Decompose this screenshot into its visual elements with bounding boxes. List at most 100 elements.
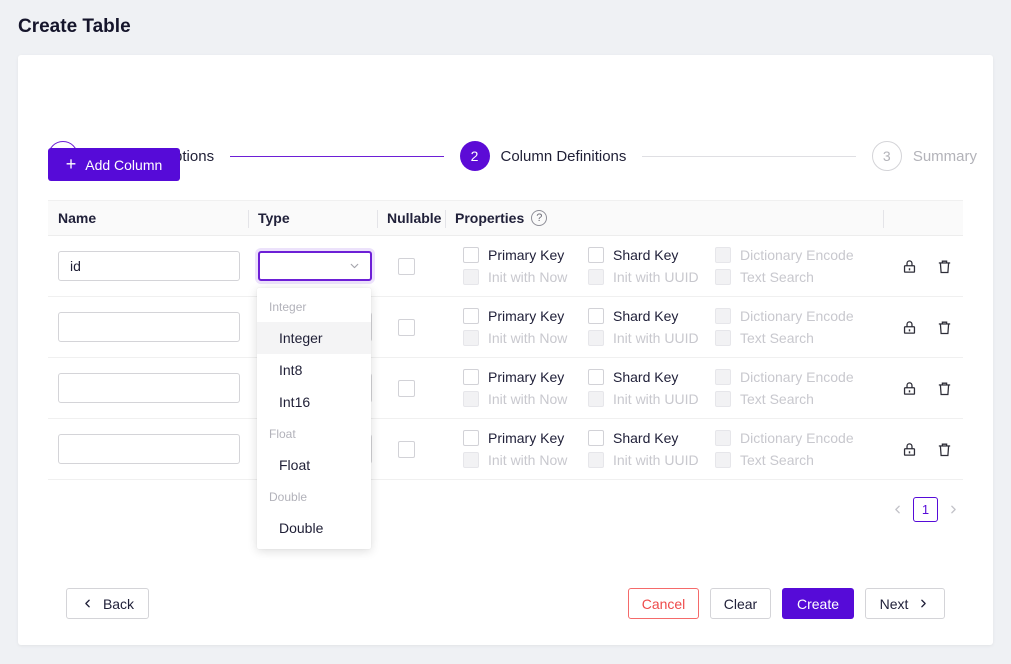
dropdown-option-int16[interactable]: Int16 (279, 394, 311, 410)
column-name-input[interactable] (58, 373, 240, 403)
prop-text-search: Text Search (715, 269, 875, 285)
wizard-stepper: Name and Options 2 Column Definitions 3 … (48, 141, 977, 171)
prop-primary-key[interactable]: Primary Key (463, 247, 588, 263)
column-name-input[interactable] (58, 251, 240, 281)
dropdown-group-label: Float (269, 426, 296, 441)
table-row: Primary Key Init with Now Shard Key Init… (48, 419, 963, 480)
lock-button[interactable] (901, 441, 918, 458)
properties-cell: Primary Key Init with Now Shard Key Init… (445, 308, 883, 346)
prop-init-with-uuid: Init with UUID (588, 330, 715, 346)
lock-icon (903, 320, 916, 334)
header-actions (883, 201, 963, 235)
lock-button[interactable] (901, 319, 918, 336)
nullable-checkbox[interactable] (398, 440, 415, 458)
step-column-definitions[interactable]: 2 Column Definitions (459, 141, 626, 171)
lock-button[interactable] (901, 258, 918, 275)
table-row: Primary Key Init with Now Shard Key Init… (48, 236, 963, 297)
init-with-now-checkbox (463, 391, 479, 407)
add-column-button[interactable]: + Add Column (48, 148, 180, 181)
prop-shard-key[interactable]: Shard Key (588, 308, 715, 324)
next-page-button[interactable] (947, 503, 960, 516)
prop-shard-key[interactable]: Shard Key (588, 369, 715, 385)
shard-key-checkbox[interactable] (588, 369, 604, 385)
table-header-row: Name Type Nullable Properties ? (48, 200, 963, 236)
nullable-checkbox[interactable] (398, 257, 415, 275)
init-with-now-checkbox (463, 330, 479, 346)
chevron-right-icon (951, 505, 956, 514)
dropdown-group-label: Integer (269, 299, 307, 314)
dictionary-encode-checkbox (715, 369, 731, 385)
properties-cell: Primary Key Init with Now Shard Key Init… (445, 247, 883, 285)
header-name: Name (58, 210, 97, 226)
dropdown-option-int8[interactable]: Int8 (279, 362, 303, 378)
step-label: Summary (912, 147, 977, 165)
delete-button[interactable] (936, 319, 953, 336)
prop-dictionary-encode: Dictionary Encode (715, 430, 875, 446)
type-dropdown-menu: Integer Integer Int8 Int16 Float Float D… (257, 288, 371, 549)
prop-shard-key[interactable]: Shard Key (588, 247, 715, 263)
add-column-label: Add Column (85, 156, 163, 173)
create-button[interactable]: Create (782, 588, 854, 619)
prop-init-with-now: Init with Now (463, 330, 588, 346)
dictionary-encode-checkbox (715, 247, 731, 263)
header-type: Type (248, 201, 377, 235)
prop-primary-key[interactable]: Primary Key (463, 369, 588, 385)
chevron-left-icon (85, 599, 90, 608)
trash-icon (938, 382, 951, 395)
prop-init-with-uuid: Init with UUID (588, 391, 715, 407)
nullable-checkbox[interactable] (398, 379, 415, 397)
prop-init-with-uuid: Init with UUID (588, 452, 715, 468)
prop-shard-key[interactable]: Shard Key (588, 430, 715, 446)
delete-button[interactable] (936, 441, 953, 458)
lock-icon (903, 381, 916, 395)
primary-key-checkbox[interactable] (463, 247, 479, 263)
shard-key-checkbox[interactable] (588, 247, 604, 263)
prop-init-with-uuid: Init with UUID (588, 269, 715, 285)
step-number-circle: 3 (871, 141, 902, 171)
chevron-right-icon (921, 599, 927, 608)
column-name-input[interactable] (58, 434, 240, 464)
create-table-card: Name and Options 2 Column Definitions 3 … (18, 55, 993, 645)
pagination: 1 (891, 497, 960, 522)
dropdown-option-integer[interactable]: Integer (257, 322, 371, 354)
shard-key-checkbox[interactable] (588, 308, 604, 324)
cancel-button[interactable]: Cancel (628, 588, 699, 619)
text-search-checkbox (715, 330, 731, 346)
lock-icon (903, 259, 916, 273)
prop-primary-key[interactable]: Primary Key (463, 308, 588, 324)
header-nullable: Nullable (377, 201, 445, 235)
lock-button[interactable] (901, 380, 918, 397)
prev-page-button[interactable] (891, 503, 904, 516)
init-with-uuid-checkbox (588, 391, 604, 407)
help-icon[interactable]: ? (531, 210, 548, 226)
primary-key-checkbox[interactable] (463, 430, 479, 446)
back-button[interactable]: Back (66, 588, 149, 619)
column-name-input[interactable] (58, 312, 240, 342)
type-select[interactable] (258, 251, 372, 281)
prop-dictionary-encode: Dictionary Encode (715, 369, 875, 385)
properties-cell: Primary Key Init with Now Shard Key Init… (445, 369, 883, 407)
clear-button[interactable]: Clear (710, 588, 771, 619)
page-number-button[interactable]: 1 (913, 497, 938, 522)
delete-button[interactable] (936, 258, 953, 275)
prop-text-search: Text Search (715, 330, 875, 346)
primary-key-checkbox[interactable] (463, 308, 479, 324)
primary-key-checkbox[interactable] (463, 369, 479, 385)
lock-icon (903, 442, 916, 456)
next-button[interactable]: Next (865, 588, 945, 619)
dropdown-group-label: Double (269, 489, 308, 504)
shard-key-checkbox[interactable] (588, 430, 604, 446)
text-search-checkbox (715, 452, 731, 468)
nullable-checkbox[interactable] (398, 318, 415, 336)
dropdown-option-double[interactable]: Double (279, 520, 324, 536)
properties-cell: Primary Key Init with Now Shard Key Init… (445, 430, 883, 468)
table-row: Primary Key Init with Now Shard Key Init… (48, 297, 963, 358)
prop-primary-key[interactable]: Primary Key (463, 430, 588, 446)
column-definitions-table: Name Type Nullable Properties ? Primary … (48, 200, 963, 480)
dropdown-option-float[interactable]: Float (279, 457, 311, 473)
trash-icon (938, 443, 951, 456)
step-number-circle: 2 (459, 141, 490, 171)
delete-button[interactable] (936, 380, 953, 397)
trash-icon (938, 321, 951, 334)
step-summary[interactable]: 3 Summary (871, 141, 977, 171)
